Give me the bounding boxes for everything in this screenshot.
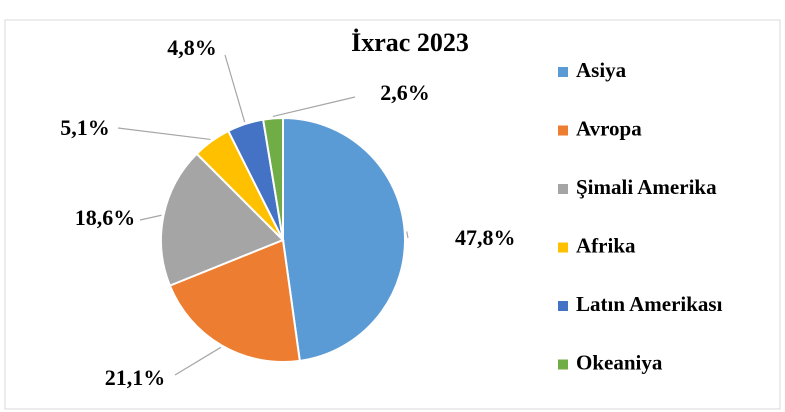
legend-swatch xyxy=(558,184,568,194)
leader-line xyxy=(139,214,162,221)
legend-swatch xyxy=(558,67,568,77)
legend-swatch xyxy=(558,125,568,136)
data-label: 4,8% xyxy=(167,35,217,60)
legend-label: Avropa xyxy=(576,116,642,140)
legend-swatch xyxy=(558,301,568,311)
legend-label: Şimali Amerika xyxy=(576,175,717,199)
legend-swatch xyxy=(558,359,568,370)
pie-slice xyxy=(282,116,406,362)
legend-label: Okeaniya xyxy=(576,350,663,374)
data-label: 5,1% xyxy=(60,115,110,140)
chart-title: İxrac 2023 xyxy=(351,28,469,57)
data-label: 21,1% xyxy=(105,365,166,390)
data-label: 18,6% xyxy=(75,205,136,230)
pie-slice xyxy=(168,238,301,363)
legend-label: Latın Amerikası xyxy=(576,292,723,316)
leader-line xyxy=(224,54,246,123)
leader-line xyxy=(117,127,211,141)
leader-line xyxy=(272,96,356,117)
pie-slice xyxy=(160,152,285,287)
legend-label: Asiya xyxy=(576,58,627,82)
legend-label: Afrika xyxy=(576,233,636,257)
chart-frame xyxy=(4,19,781,410)
data-label: 2,6% xyxy=(380,80,430,105)
leader-line xyxy=(174,346,222,376)
legend-swatch xyxy=(558,242,568,253)
data-label: 47,8% xyxy=(455,225,516,250)
leader-line xyxy=(406,231,409,239)
pie-slice xyxy=(262,116,284,241)
